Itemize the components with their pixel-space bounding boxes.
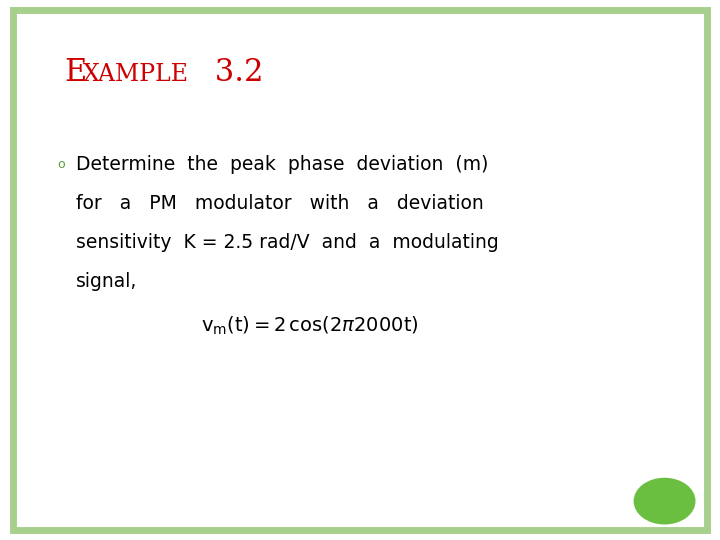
Text: E: E <box>65 57 87 89</box>
Text: sensitivity  K = 2.5 rad/V  and  a  modulating: sensitivity K = 2.5 rad/V and a modulati… <box>76 233 498 252</box>
Circle shape <box>634 478 695 524</box>
Text: XAMPLE: XAMPLE <box>83 63 189 86</box>
Text: $\mathrm{v}_{\mathrm{m}}(\mathrm{t}) = 2\,\mathrm{cos}(2\pi 2000\mathrm{t})$: $\mathrm{v}_{\mathrm{m}}(\mathrm{t}) = 2… <box>201 314 418 337</box>
Text: Determine  the  peak  phase  deviation  (m): Determine the peak phase deviation (m) <box>76 155 488 174</box>
Text: for   a   PM   modulator   with   a   deviation: for a PM modulator with a deviation <box>76 194 483 213</box>
Text: o: o <box>58 158 65 171</box>
Text: signal,: signal, <box>76 272 137 291</box>
Text: 3.2: 3.2 <box>205 57 264 89</box>
